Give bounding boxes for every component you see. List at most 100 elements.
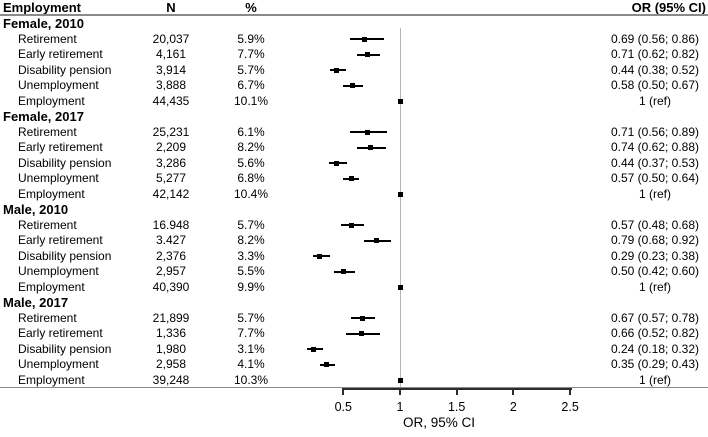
row-label: Early retirement [18, 233, 103, 247]
row-percent: 5.6% [237, 155, 265, 170]
row-n: 3.427 [155, 233, 187, 247]
row-percent: 8.2% [237, 233, 265, 247]
row-n: 3,286 [155, 155, 187, 170]
row-or-text: 0.71 (0.56; 0.89) [610, 124, 700, 139]
row-n: 2,376 [155, 248, 187, 263]
row-percent: 10.4% [233, 186, 269, 201]
forest-row: Employment 40,390 9.9% 1 (ref) [0, 280, 708, 296]
row-n: 39,248 [152, 372, 190, 387]
point-estimate-marker [348, 176, 354, 182]
point-estimate-marker [397, 191, 403, 197]
row-n: 25,231 [152, 124, 190, 139]
column-header-or-ci: OR (95% CI) [631, 0, 706, 15]
row-n: 40,390 [152, 279, 190, 294]
row-percent: 3.3% [237, 248, 265, 263]
row-label: Employment [18, 186, 85, 201]
row-label: Employment [18, 372, 85, 387]
group-label: Male, 2010 [3, 202, 69, 217]
point-estimate-marker [362, 36, 368, 42]
row-percent: 5.7% [237, 217, 265, 232]
row-label: Disability pension [18, 62, 112, 77]
row-n: 44,435 [152, 93, 190, 108]
row-label: Retirement [18, 124, 77, 139]
row-percent: 8.2% [237, 140, 265, 154]
row-label: Early retirement [18, 326, 103, 340]
row-percent: 5.7% [237, 310, 265, 325]
forest-row: Unemployment 2,957 5.5% 0.50 (0.42; 0.60) [0, 264, 708, 280]
row-label: Unemployment [18, 78, 99, 92]
row-n: 3,914 [155, 62, 187, 77]
row-percent: 6.7% [237, 78, 265, 92]
group-row: Male, 2017 [0, 295, 708, 311]
row-n: 3,888 [155, 78, 187, 92]
forest-row: Unemployment 3,888 6.7% 0.58 (0.50; 0.67) [0, 78, 708, 94]
row-label: Early retirement [18, 140, 103, 154]
row-n: 2,957 [155, 264, 187, 278]
x-axis-tick-label: 0.5 [334, 400, 352, 414]
row-label: Disability pension [18, 155, 112, 170]
point-estimate-marker [348, 222, 354, 228]
row-label: Retirement [18, 310, 77, 325]
point-estimate-marker [334, 67, 339, 73]
forest-row: Early retirement 4,161 7.7% 0.71 (0.62; 0.8… [0, 47, 708, 63]
row-or-text: 0.44 (0.38; 0.52) [610, 62, 700, 77]
row-or-text: 0.57 (0.48; 0.68) [610, 217, 700, 232]
forest-row: Early retirement 3.427 8.2% 0.79 (0.68; 0.9… [0, 233, 708, 249]
row-or-text: 0.66 (0.52; 0.82) [610, 326, 700, 340]
row-n: 1,980 [155, 341, 187, 356]
reference-line-or-1 [399, 28, 401, 387]
row-label: Retirement [18, 31, 77, 46]
row-percent: 5.5% [237, 264, 265, 278]
row-or-text: 0.71 (0.62; 0.82) [610, 47, 700, 61]
x-axis-tick [399, 388, 401, 395]
row-percent: 5.9% [237, 31, 265, 46]
point-estimate-marker [360, 315, 366, 321]
row-n: 20,037 [152, 31, 190, 46]
point-estimate-marker [317, 253, 322, 259]
point-estimate-marker [340, 269, 346, 275]
x-axis-tick-label: 1 [396, 400, 404, 414]
row-n: 42,142 [152, 186, 190, 201]
row-or-text: 1 (ref) [638, 279, 671, 294]
forest-row: Retirement 21,899 5.7% 0.67 (0.57; 0.78) [0, 311, 708, 327]
row-or-text: 0.29 (0.23; 0.38) [610, 248, 700, 263]
group-row: Male, 2010 [0, 202, 708, 218]
row-or-text: 0.58 (0.50; 0.67) [610, 78, 700, 92]
column-header-percent: % [245, 0, 257, 15]
x-axis-tick [342, 388, 345, 395]
row-label: Unemployment [18, 264, 99, 278]
row-label: Disability pension [18, 341, 112, 356]
column-header-n: N [166, 0, 176, 15]
forest-row: Retirement 16.948 5.7% 0.57 (0.48; 0.68) [0, 218, 708, 234]
row-or-text: 0.57 (0.50; 0.64) [610, 171, 700, 185]
row-n: 2,209 [155, 140, 187, 154]
x-axis-tick [569, 388, 572, 395]
row-label: Early retirement [18, 47, 103, 61]
row-n: 21,899 [152, 310, 190, 325]
x-axis-tick-label: 2 [509, 400, 517, 414]
row-percent: 6.1% [237, 124, 265, 139]
row-or-text: 0.24 (0.18; 0.32) [610, 341, 700, 356]
row-or-text: 1 (ref) [638, 93, 671, 108]
row-or-text: 1 (ref) [638, 372, 671, 387]
row-or-text: 0.79 (0.68; 0.92) [610, 233, 700, 247]
group-row: Female, 2010 [0, 16, 708, 32]
row-label: Unemployment [18, 171, 99, 185]
forest-row: Disability pension 3,914 5.7% 0.44 (0.38; 0… [0, 63, 708, 79]
point-estimate-marker [373, 238, 379, 244]
row-percent: 10.1% [233, 93, 269, 108]
row-percent: 9.9% [237, 279, 265, 294]
forest-row: Retirement 25,231 6.1% 0.71 (0.56; 0.89) [0, 125, 708, 141]
row-or-text: 0.35 (0.29; 0.43) [610, 357, 700, 371]
point-estimate-marker [397, 98, 403, 104]
row-label: Unemployment [18, 357, 99, 371]
point-estimate-marker [368, 145, 373, 151]
row-n: 4,161 [155, 47, 187, 61]
forest-row: Retirement 20,037 5.9% 0.69 (0.56; 0.86) [0, 32, 708, 48]
forest-row: Disability pension 3,286 5.6% 0.44 (0.37; 0… [0, 156, 708, 172]
row-n: 2,958 [155, 357, 187, 371]
x-axis-tick [512, 388, 515, 395]
forest-row: Early retirement 1,336 7.7% 0.66 (0.52; 0.8… [0, 326, 708, 342]
forest-row: Employment 42,142 10.4% 1 (ref) [0, 187, 708, 203]
point-estimate-marker [358, 331, 364, 337]
